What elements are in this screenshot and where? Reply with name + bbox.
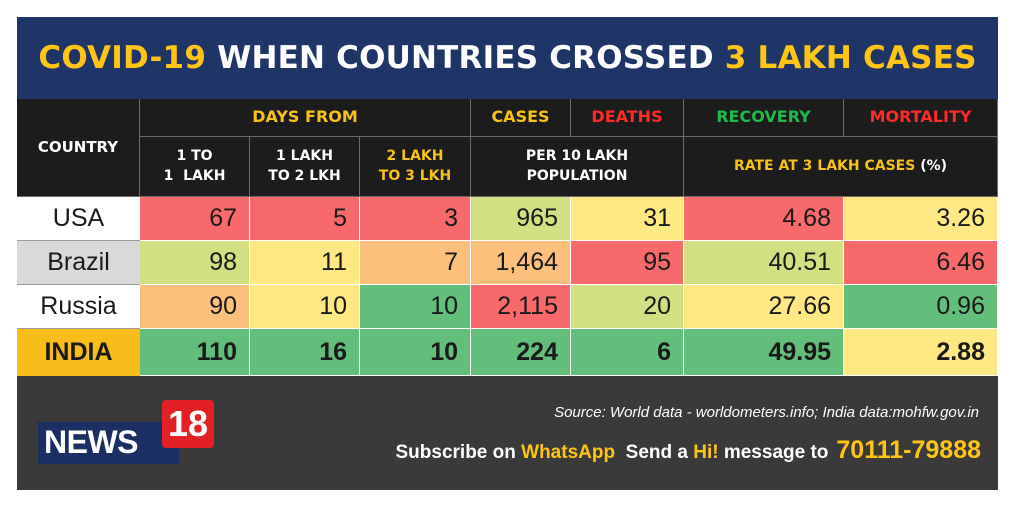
row-russia-days-2: 10	[250, 285, 360, 329]
row-india-days-1: 110	[140, 329, 250, 376]
row-russia-mortality: 0.96	[844, 285, 998, 329]
row-india-recovery: 49.95	[684, 329, 844, 376]
row-russia-days-3: 10	[360, 285, 471, 329]
header-days-2-line2: TO 2 LKH	[268, 167, 341, 184]
header-recovery: RECOVERY	[684, 99, 844, 137]
row-brazil-days-1: 98	[140, 241, 250, 285]
header-days-1-line1: 1 TO	[176, 147, 213, 164]
row-russia-cases: 2,115	[471, 285, 571, 329]
row-india-country: INDIA	[17, 329, 140, 376]
header-cases: CASES	[471, 99, 571, 137]
infographic-title: COVID-19 WHEN COUNTRIES CROSSED 3 LAKH C…	[17, 17, 998, 99]
header-mortality: MORTALITY	[844, 99, 998, 137]
row-brazil-days-2: 11	[250, 241, 360, 285]
row-usa-cases: 965	[471, 197, 571, 241]
header-days-1: 1 TO 1 LAKH	[140, 137, 250, 197]
header-days-3: 2 LAKH TO 3 LKH	[360, 137, 471, 197]
whatsapp-text: WhatsApp	[521, 442, 616, 463]
header-rate-text: RATE AT 3 LAKH CASES	[733, 157, 916, 174]
whatsapp-number: 70111-79888	[836, 436, 981, 464]
row-brazil-recovery: 40.51	[684, 241, 844, 285]
row-india-days-2: 16	[250, 329, 360, 376]
header-rate: RATE AT 3 LAKH CASES (%)	[684, 137, 998, 197]
row-brazil-days-3: 7	[360, 241, 471, 285]
row-russia-days-1: 90	[140, 285, 250, 329]
title-part-highlight: 3 LAKH CASES	[724, 40, 977, 76]
row-russia-deaths: 20	[571, 285, 684, 329]
row-usa-days-2: 5	[250, 197, 360, 241]
row-usa-deaths: 31	[571, 197, 684, 241]
row-usa-days-1: 67	[140, 197, 250, 241]
header-days-3-line2: TO 3 LKH	[378, 167, 452, 184]
subscribe-text: Subscribe on	[395, 442, 516, 463]
row-usa-recovery: 4.68	[684, 197, 844, 241]
header-days-2-line1: 1 LAKH	[276, 147, 333, 164]
header-days-3-line1: 2 LAKH	[386, 147, 444, 164]
header-per-line2: POPULATION	[526, 167, 628, 184]
source-note: Source: World data - worldometers.info; …	[554, 404, 979, 421]
row-russia-country: Russia	[17, 285, 140, 329]
row-usa-country: USA	[17, 197, 140, 241]
title-part-main: WHEN COUNTRIES CROSSED	[217, 40, 714, 76]
header-per-line1: PER 10 LAKH	[525, 147, 629, 164]
header-days-from: DAYS FROM	[140, 99, 471, 137]
hi-text: Hi!	[693, 442, 719, 463]
header-rate-unit: (%)	[920, 157, 948, 174]
row-india-days-3: 10	[360, 329, 471, 376]
row-russia-recovery: 27.66	[684, 285, 844, 329]
row-brazil-deaths: 95	[571, 241, 684, 285]
row-india-mortality: 2.88	[844, 329, 998, 376]
header-deaths: DEATHS	[571, 99, 684, 137]
send-a-text: Send a	[625, 442, 688, 463]
news18-logo-badge: 18	[162, 400, 214, 448]
row-india-cases: 224	[471, 329, 571, 376]
header-days-2: 1 LAKH TO 2 LKH	[250, 137, 360, 197]
row-usa-mortality: 3.26	[844, 197, 998, 241]
row-brazil-country: Brazil	[17, 241, 140, 285]
row-brazil-mortality: 6.46	[844, 241, 998, 285]
row-usa-days-3: 3	[360, 197, 471, 241]
message-to-text: message to	[723, 442, 829, 463]
header-country: COUNTRY	[17, 99, 140, 197]
news18-logo-box	[38, 422, 179, 464]
subscribe-line: Subscribe on WhatsApp Send a Hi! message…	[396, 436, 982, 465]
row-india-deaths: 6	[571, 329, 684, 376]
header-days-1-line2: 1 LAKH	[163, 167, 226, 184]
title-part-covid: COVID-19	[38, 40, 207, 76]
header-per-population: PER 10 LAKH POPULATION	[471, 137, 684, 197]
row-brazil-cases: 1,464	[471, 241, 571, 285]
news18-logo-text: NEWS	[44, 424, 139, 460]
